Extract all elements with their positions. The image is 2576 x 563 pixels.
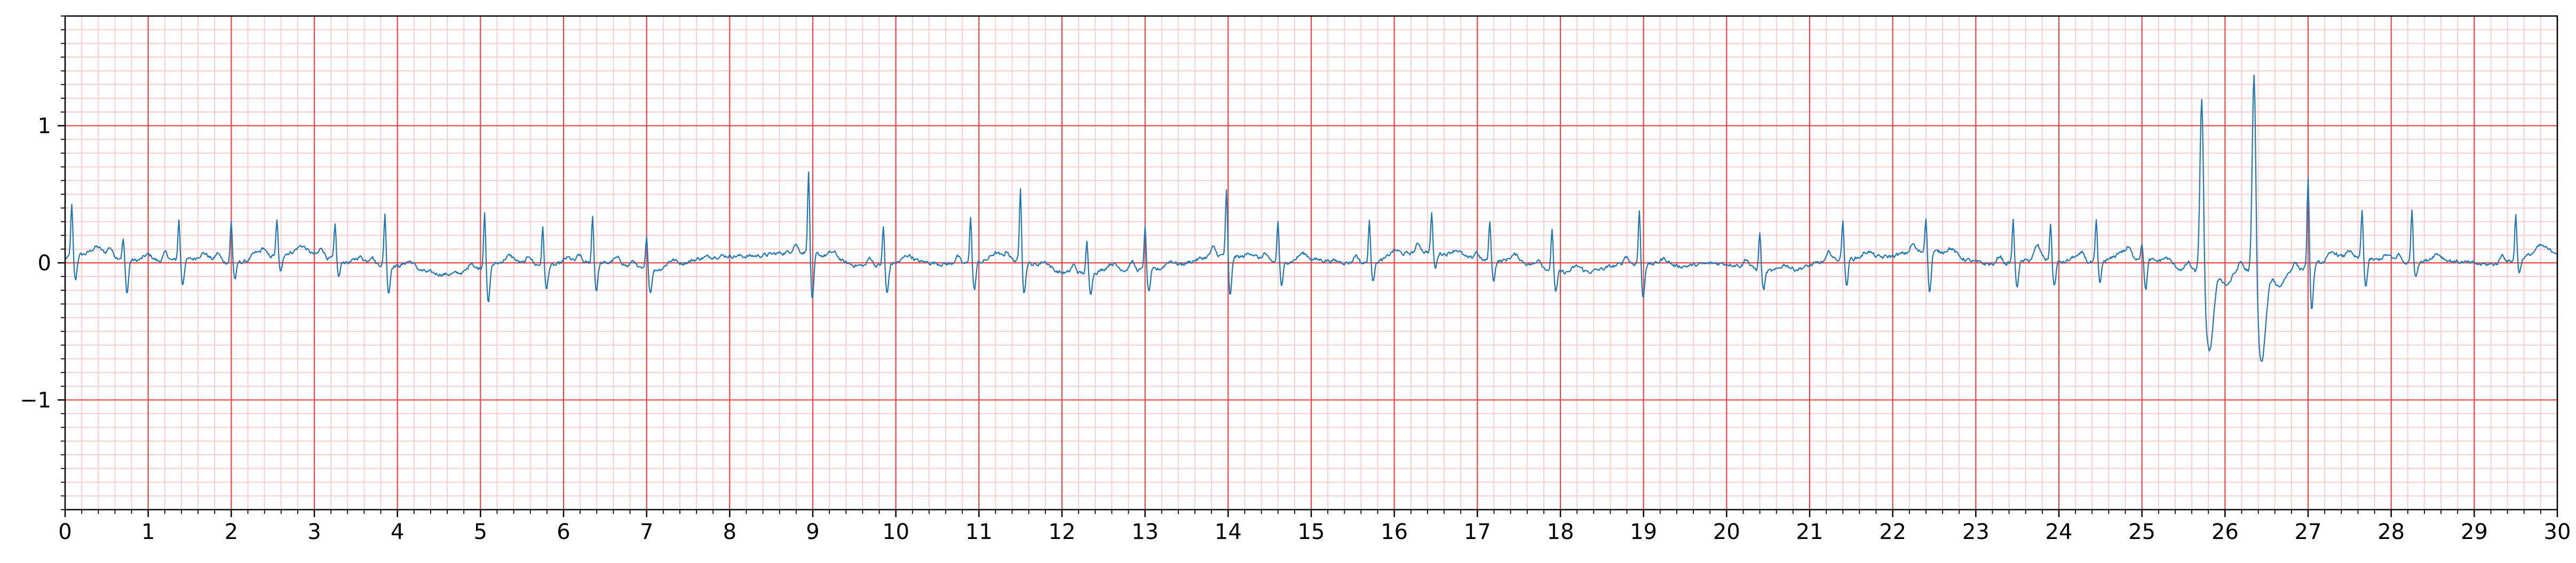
x-tick-label: 7	[640, 520, 653, 544]
major-grid	[64, 16, 2558, 510]
x-tick-label: 24	[2046, 520, 2073, 544]
y-tick-label: −1	[20, 388, 51, 413]
x-tick-label: 6	[557, 520, 570, 544]
x-tick-label: 22	[1879, 520, 1906, 544]
x-tick-label: 28	[2377, 520, 2405, 544]
x-tick-label: 29	[2461, 520, 2488, 544]
x-tick-label: 20	[1713, 520, 1740, 544]
ecg-signal-line	[65, 74, 2558, 362]
x-tick-label: 0	[58, 520, 72, 544]
x-tick-label: 27	[2295, 520, 2322, 544]
x-tick-label: 25	[2128, 520, 2155, 544]
x-tick-label: 15	[1298, 520, 1325, 544]
y-tick-label: 1	[38, 114, 51, 139]
x-tick-label: 9	[806, 520, 819, 544]
x-tick-label: 8	[723, 520, 736, 544]
x-tick-label: 17	[1464, 520, 1491, 544]
x-tick-label: 18	[1547, 520, 1574, 544]
x-tick-label: 19	[1630, 520, 1657, 544]
x-tick-label: 3	[307, 520, 321, 544]
x-axis: 0 1 2 3 4 5 6 7 8 9 10 11 12 13 14 15 16 17 18 19 20 21 22 23 24…	[58, 510, 2571, 544]
x-tick-label: 5	[474, 520, 487, 544]
x-tick-label: 26	[2212, 520, 2239, 544]
x-tick-label: 14	[1215, 520, 1242, 544]
x-tick-label: 13	[1131, 520, 1159, 544]
x-tick-label: 10	[882, 520, 909, 544]
y-axis: 1 0 −1	[20, 15, 65, 510]
x-tick-label: 4	[391, 520, 404, 544]
x-tick-label: 12	[1049, 520, 1076, 544]
x-tick-label: 21	[1796, 520, 1824, 544]
x-tick-label: 1	[141, 520, 155, 544]
x-tick-label: 2	[225, 520, 238, 544]
x-tick-label: 30	[2544, 520, 2571, 544]
x-tick-label: 23	[1962, 520, 1990, 544]
x-tick-label: 16	[1381, 520, 1408, 544]
x-tick-label: 11	[965, 520, 993, 544]
y-tick-label: 0	[38, 251, 51, 276]
